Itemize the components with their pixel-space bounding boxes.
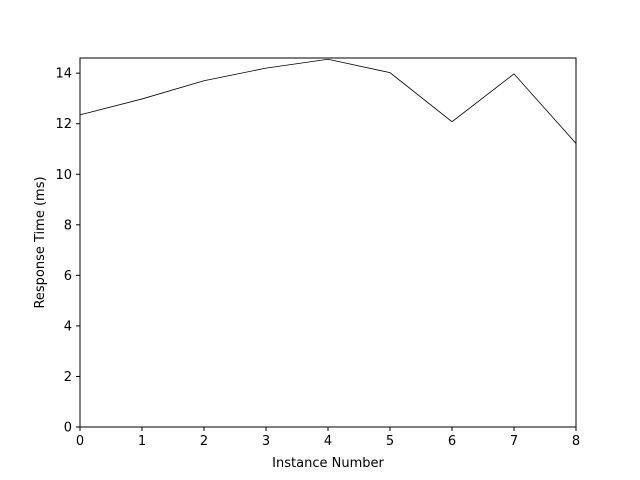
y-tick-label: 4 <box>64 319 72 334</box>
y-tick-label: 6 <box>64 269 72 284</box>
y-tick-label: 2 <box>64 370 72 385</box>
y-tick-label: 8 <box>64 218 72 233</box>
x-tick-label: 3 <box>262 434 270 449</box>
x-tick-label: 1 <box>138 434 146 449</box>
x-axis-ticks: 0 1 2 3 4 5 6 7 8 <box>76 427 580 449</box>
x-axis-label: Instance Number <box>272 456 384 471</box>
y-axis-ticks: 0 2 4 6 8 10 12 14 <box>55 67 80 436</box>
x-tick-label: 4 <box>324 434 332 449</box>
y-axis-label: Response Time (ms) <box>33 176 48 308</box>
x-tick-label: 8 <box>572 434 580 449</box>
y-tick-label: 12 <box>55 117 72 132</box>
y-tick-label: 10 <box>55 168 72 183</box>
x-tick-label: 7 <box>510 434 518 449</box>
y-tick-label: 14 <box>55 67 72 82</box>
series-line-1 <box>79 58 577 144</box>
x-tick-label: 6 <box>448 434 456 449</box>
x-tick-label: 0 <box>76 434 84 449</box>
x-tick-label: 5 <box>386 434 394 449</box>
x-tick-label: 2 <box>200 434 208 449</box>
y-tick-label: 0 <box>64 421 72 436</box>
